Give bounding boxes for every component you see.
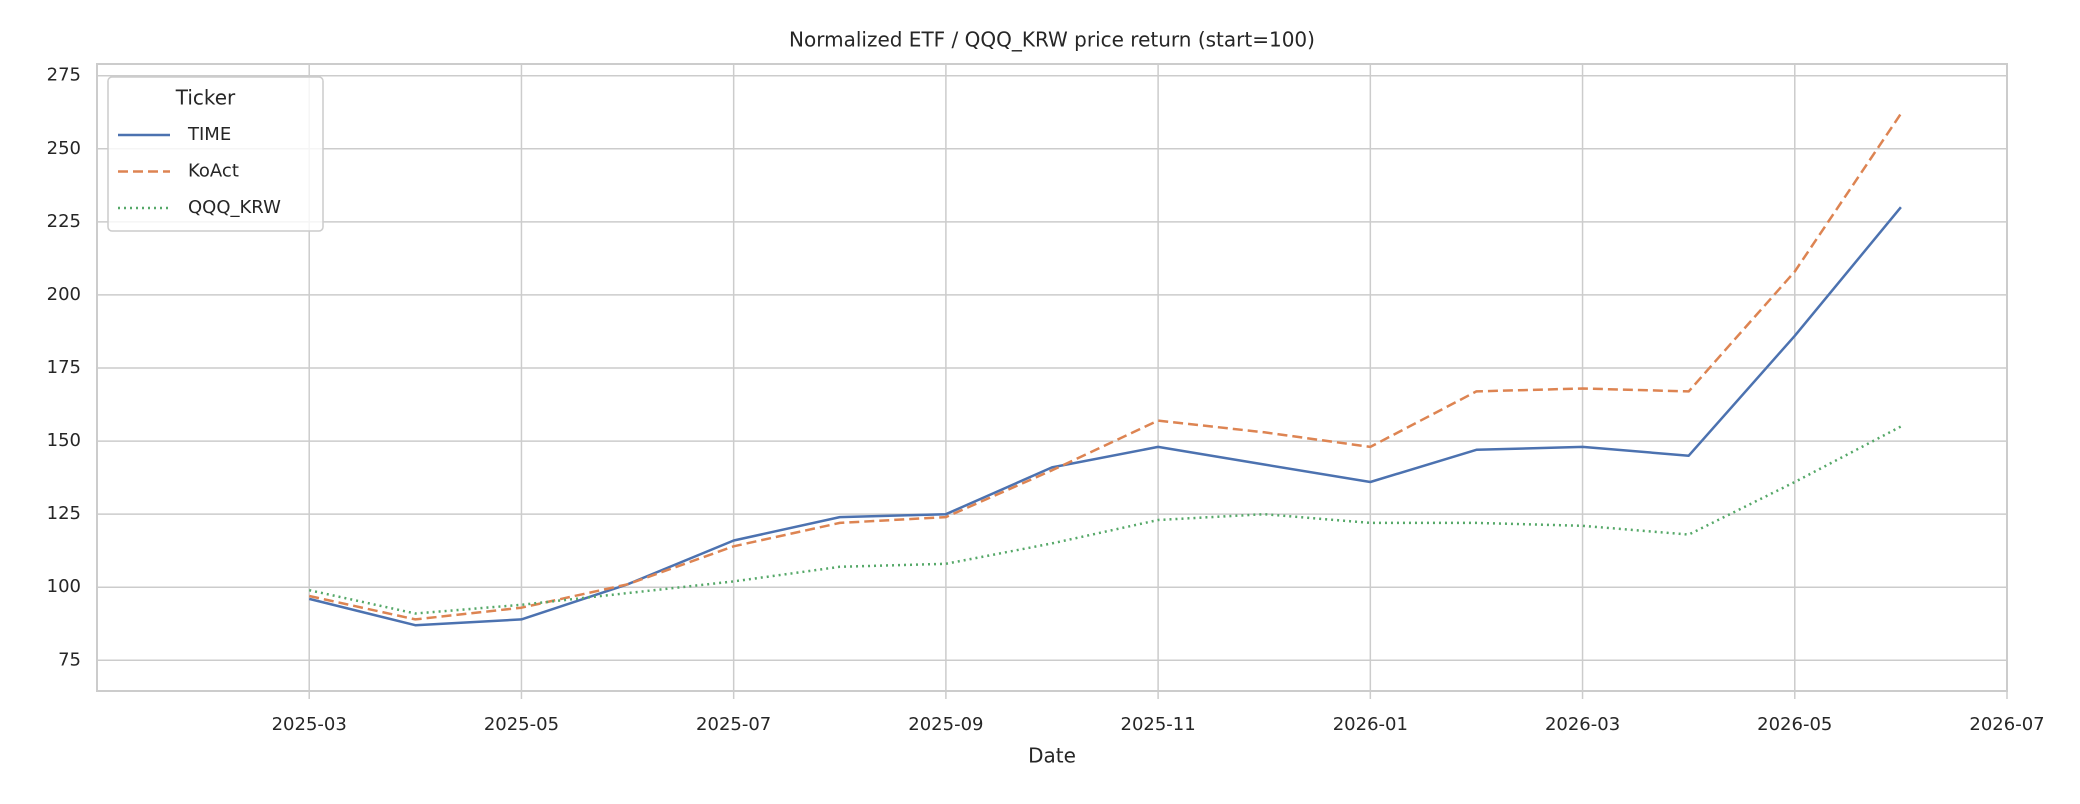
x-tick-label: 2025-09 (908, 714, 983, 735)
series-line (308, 113, 1902, 621)
legend-label: QQQ_KRW (188, 197, 281, 218)
x-tick-label: 2026-03 (1545, 714, 1620, 735)
y-tick-label: 175 (47, 357, 81, 378)
chart-title: Normalized ETF / QQQ_KRW price return (s… (789, 28, 1315, 52)
y-tick-label: 125 (47, 503, 81, 524)
legend-box (107, 76, 324, 232)
x-tick-label: 2026-01 (1333, 714, 1408, 735)
y-tick-label: 225 (47, 211, 81, 232)
x-tick-label: 2025-03 (272, 714, 347, 735)
y-tick-label: 100 (47, 576, 81, 597)
legend-title: Ticker (175, 86, 236, 110)
x-tick-label: 2025-05 (484, 714, 559, 735)
x-tick-label: 2026-05 (1757, 714, 1832, 735)
series-line (308, 425, 1902, 615)
legend-label: TIME (187, 124, 231, 145)
series-line (308, 206, 1902, 627)
y-tick-label: 200 (47, 284, 81, 305)
y-tick-label: 275 (47, 65, 81, 86)
x-tick-label: 2025-07 (696, 714, 771, 735)
x-tick-label: 2026-07 (1969, 714, 2044, 735)
y-tick-label: 150 (47, 430, 81, 451)
x-axis-label: Date (1028, 744, 1076, 768)
y-tick-label: 250 (47, 138, 81, 159)
x-tick-label: 2025-11 (1121, 714, 1196, 735)
plot-border (96, 63, 2008, 692)
legend-label: KoAct (188, 161, 239, 182)
y-tick-label: 75 (58, 649, 81, 670)
